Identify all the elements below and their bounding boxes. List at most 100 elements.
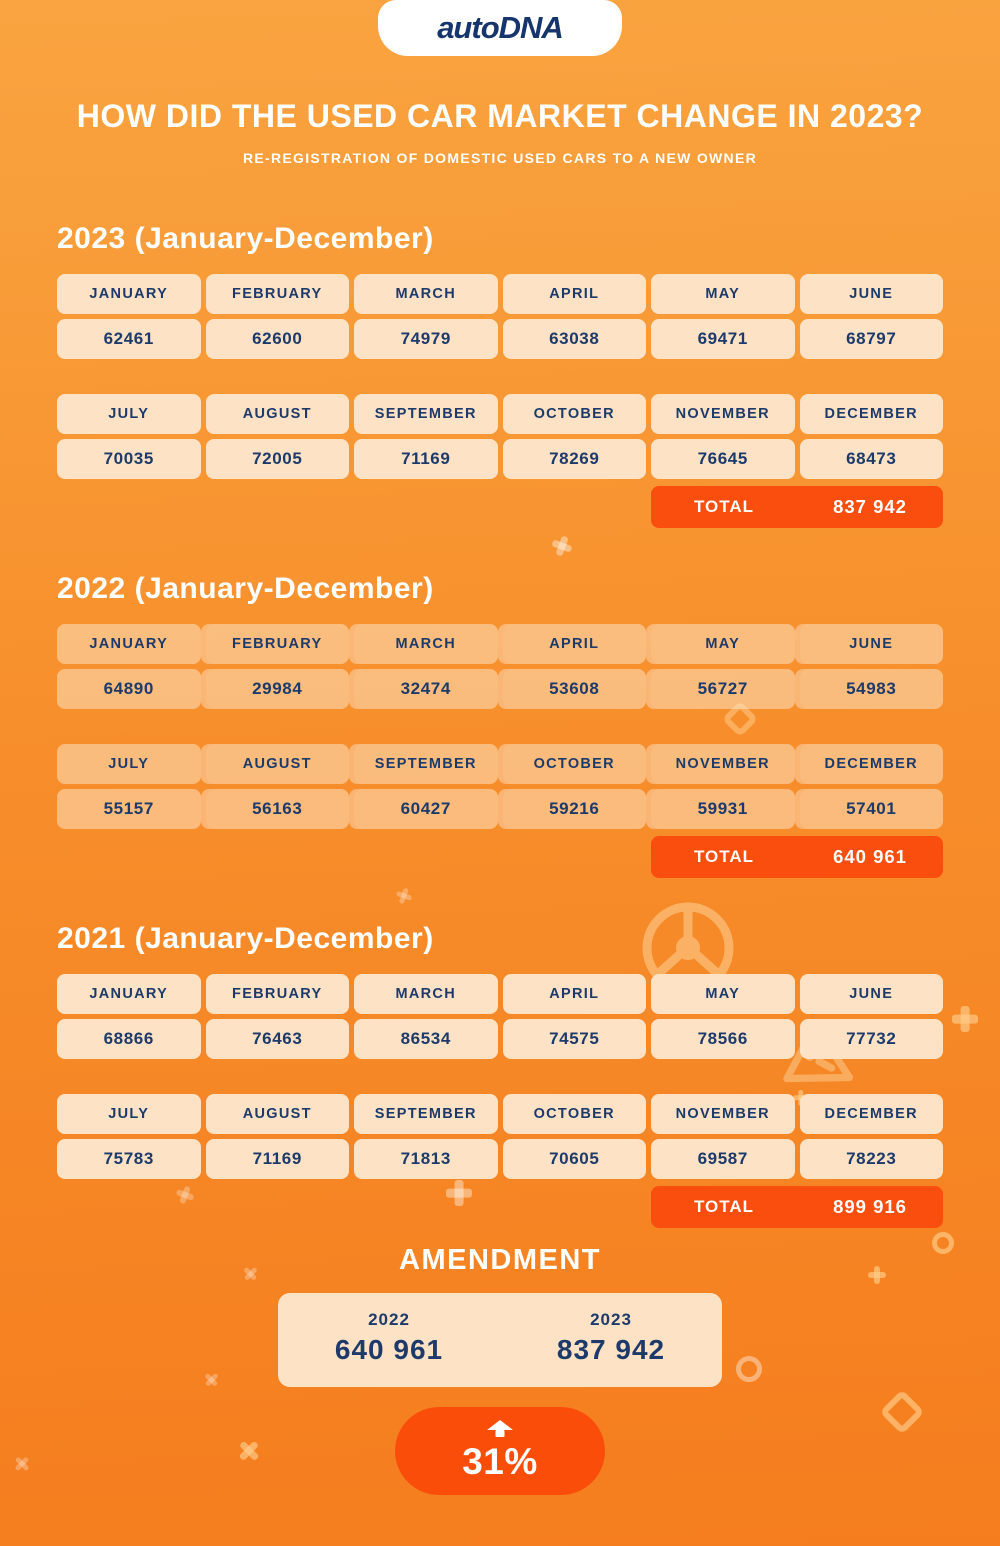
amendment-item-2023: 2023 837 942 [500, 1310, 722, 1366]
month-value: 86534 [354, 1019, 498, 1059]
month-value: 70605 [502, 1139, 646, 1179]
amendment-year: 2023 [590, 1310, 632, 1329]
month-header: FEBRUARY [205, 274, 349, 314]
total-row: TOTAL 899 916 [57, 1186, 943, 1228]
month-value: 70035 [57, 439, 201, 479]
month-header: JANUARY [57, 624, 201, 664]
month-value: 68866 [57, 1019, 201, 1059]
total-badge: TOTAL 837 942 [651, 486, 943, 528]
month-header: OCTOBER [502, 1094, 646, 1134]
month-header: FEBRUARY [205, 974, 349, 1014]
month-value: 59931 [651, 789, 795, 829]
month-header-row: JULY AUGUST SEPTEMBER OCTOBER NOVEMBER D… [57, 394, 943, 434]
month-header: OCTOBER [502, 744, 646, 784]
month-value: 78223 [799, 1139, 943, 1179]
month-header: NOVEMBER [651, 744, 795, 784]
month-value: 75783 [57, 1139, 201, 1179]
month-value: 68797 [799, 319, 943, 359]
month-header: SEPTEMBER [354, 744, 498, 784]
month-header: JULY [57, 1094, 201, 1134]
month-value-row: 55157 56163 60427 59216 59931 57401 [57, 789, 943, 829]
total-row: TOTAL 837 942 [57, 486, 943, 528]
month-value: 74979 [354, 319, 498, 359]
month-value: 71813 [354, 1139, 498, 1179]
month-header: JULY [57, 744, 201, 784]
total-row: TOTAL 640 961 [57, 836, 943, 878]
month-header: SEPTEMBER [354, 1094, 498, 1134]
month-value: 64890 [57, 669, 201, 709]
year-section-2022: 2022 (January-December) JANUARY FEBRUARY… [57, 572, 943, 878]
amendment-card: 2022 640 961 2023 837 942 [278, 1293, 722, 1387]
month-value: 29984 [205, 669, 349, 709]
change-pill: 31% [395, 1407, 605, 1495]
page-title: HOW DID THE USED CAR MARKET CHANGE IN 20… [76, 98, 924, 134]
month-header: OCTOBER [502, 394, 646, 434]
amendment-section: AMENDMENT 2022 640 961 2023 837 942 31% [0, 1244, 1000, 1495]
arrow-up-icon [487, 1420, 513, 1437]
logo-container: autoDNA [378, 0, 622, 56]
month-value: 55157 [57, 789, 201, 829]
month-value: 78269 [502, 439, 646, 479]
year-section-2023: 2023 (January-December) JANUARY FEBRUARY… [57, 222, 943, 528]
month-header: JUNE [799, 974, 943, 1014]
total-badge: TOTAL 640 961 [651, 836, 943, 878]
month-header: MAY [651, 974, 795, 1014]
month-value: 76463 [205, 1019, 349, 1059]
amendment-value: 837 942 [556, 1334, 666, 1365]
amendment-heading: AMENDMENT [399, 1244, 601, 1276]
month-value: 56163 [205, 789, 349, 829]
month-header: AUGUST [205, 744, 349, 784]
month-value: 78566 [651, 1019, 795, 1059]
month-value: 62600 [205, 319, 349, 359]
month-value-row: 64890 29984 32474 53608 56727 54983 [57, 669, 943, 709]
amendment-value: 640 961 [334, 1334, 444, 1365]
autodna-logo: autoDNA [437, 10, 564, 45]
month-value: 76645 [651, 439, 795, 479]
month-header: AUGUST [205, 1094, 349, 1134]
month-value: 71169 [205, 1139, 349, 1179]
year-section-2021: 2021 (January-December) JANUARY FEBRUARY… [57, 922, 943, 1228]
month-header: SEPTEMBER [354, 394, 498, 434]
month-header: APRIL [502, 624, 646, 664]
month-header: MARCH [354, 274, 498, 314]
month-header: JULY [57, 394, 201, 434]
month-header: MARCH [354, 624, 498, 664]
total-value: 640 961 [833, 846, 907, 867]
month-header: JUNE [799, 624, 943, 664]
month-header: MARCH [354, 974, 498, 1014]
total-label: TOTAL [693, 1197, 755, 1216]
month-value: 71169 [354, 439, 498, 479]
month-header-row: JANUARY FEBRUARY MARCH APRIL MAY JUNE [57, 974, 943, 1014]
month-header: MAY [651, 624, 795, 664]
total-label: TOTAL [693, 497, 755, 516]
month-header: NOVEMBER [651, 1094, 795, 1134]
amendment-item-2022: 2022 640 961 [278, 1310, 500, 1366]
month-value: 77732 [799, 1019, 943, 1059]
total-label: TOTAL [693, 847, 755, 866]
month-header: APRIL [502, 274, 646, 314]
month-header: JANUARY [57, 274, 201, 314]
year-heading: 2021 (January-December) [57, 922, 434, 955]
month-value: 63038 [502, 319, 646, 359]
year-heading: 2023 (January-December) [57, 222, 434, 255]
month-value: 72005 [205, 439, 349, 479]
month-value: 69587 [651, 1139, 795, 1179]
month-value-row: 70035 72005 71169 78269 76645 68473 [57, 439, 943, 479]
total-badge: TOTAL 899 916 [651, 1186, 943, 1228]
month-header-row: JULY AUGUST SEPTEMBER OCTOBER NOVEMBER D… [57, 744, 943, 784]
month-value: 60427 [354, 789, 498, 829]
month-value: 68473 [799, 439, 943, 479]
month-value: 59216 [502, 789, 646, 829]
month-value: 57401 [799, 789, 943, 829]
year-heading: 2022 (January-December) [57, 572, 434, 605]
total-value: 837 942 [833, 496, 907, 517]
month-header: JANUARY [57, 974, 201, 1014]
month-value-row: 75783 71169 71813 70605 69587 78223 [57, 1139, 943, 1179]
month-value: 54983 [799, 669, 943, 709]
month-value-row: 62461 62600 74979 63038 69471 68797 [57, 319, 943, 359]
change-percent: 31% [462, 1440, 538, 1482]
month-header: DECEMBER [799, 1094, 943, 1134]
total-value: 899 916 [833, 1196, 907, 1217]
month-header: DECEMBER [799, 744, 943, 784]
